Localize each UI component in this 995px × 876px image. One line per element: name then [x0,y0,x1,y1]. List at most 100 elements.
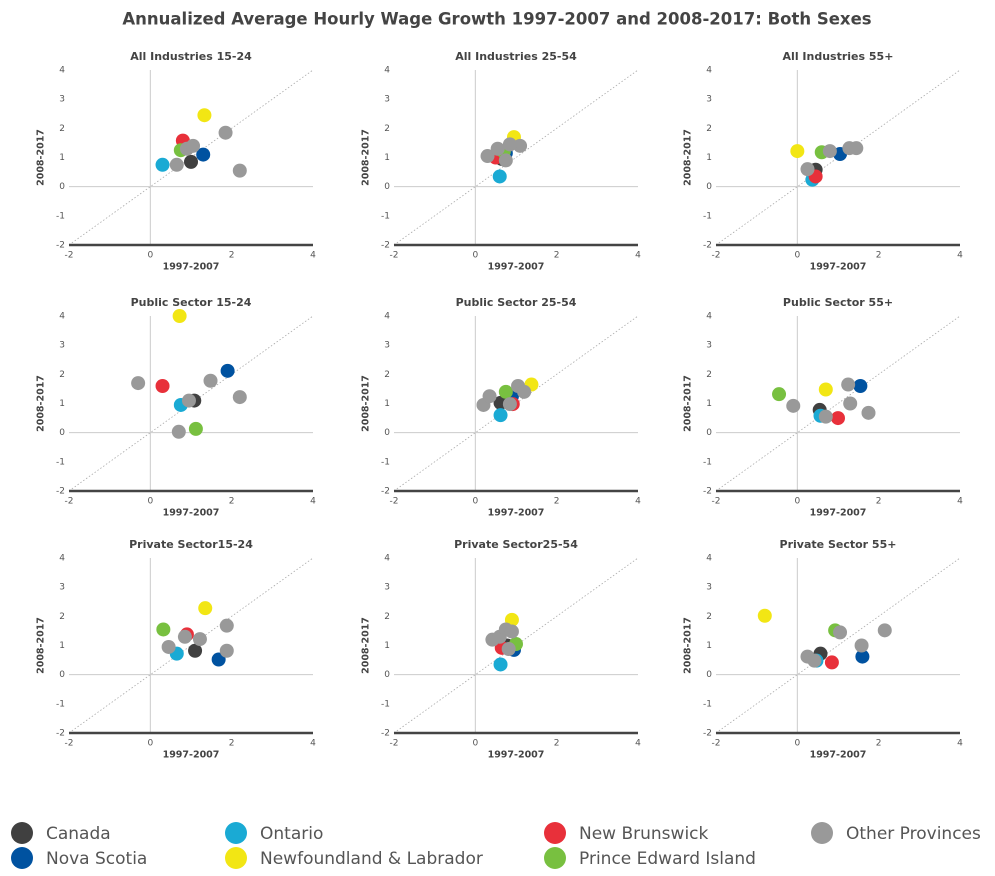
y-tick-label: 0 [59,428,65,438]
point [188,421,203,436]
point [232,390,247,405]
y-tick-label: 3 [59,341,65,351]
y-tick-label: 2 [706,370,712,380]
y-tick-label: -2 [381,729,390,739]
page-title: Annualized Average Hourly Wage Growth 19… [122,10,871,29]
point [818,409,833,424]
point [855,649,870,664]
y-tick-label: 4 [59,66,65,76]
y-tick-label: -1 [56,699,65,709]
legend-marker [225,822,247,844]
point [131,376,146,391]
legend-label: Newfoundland & Labrador [260,849,483,869]
y-tick-label: 4 [384,66,390,76]
y-tick-label: 1 [59,641,65,651]
y-axis-label: 2008-2017 [683,617,694,674]
point [172,309,187,323]
y-tick-label: 1 [384,153,390,163]
point [492,169,507,184]
point [861,405,876,420]
point [833,625,848,640]
y-tick-label: -1 [381,211,390,221]
y-tick-label: 3 [706,341,712,351]
point [198,601,213,616]
legend-label: New Brunswick [579,824,709,844]
x-tick-label: 0 [794,497,800,507]
y-tick-label: 1 [706,641,712,651]
x-tick-label: -2 [712,497,721,507]
point [169,157,184,172]
y-tick-label: 0 [384,428,390,438]
y-tick-label: 4 [706,312,712,322]
x-axis-label: 1997-2007 [810,262,867,273]
point [800,162,815,177]
point [219,643,234,658]
y-axis-label: 2008-2017 [36,375,47,432]
x-tick-label: 4 [957,739,963,749]
x-tick-label: -2 [65,251,74,261]
point [155,379,170,393]
legend-marker [11,822,33,844]
x-tick-label: 0 [794,739,800,749]
y-tick-label: 0 [384,670,390,680]
x-axis-label: 1997-2007 [810,750,867,761]
y-tick-label: -2 [56,241,65,251]
point [831,411,845,426]
y-tick-label: 2 [59,124,65,134]
diagonal-line [715,69,961,246]
x-tick-label: 2 [229,739,235,749]
point [877,623,892,638]
y-tick-label: 4 [706,66,712,76]
y-tick-label: -1 [703,211,712,221]
legend-marker [811,822,833,844]
y-tick-label: 2 [706,612,712,622]
x-axis-label: 1997-2007 [163,750,220,761]
panel-title: All Industries 25-54 [455,50,577,63]
y-tick-label: 2 [384,370,390,380]
y-tick-label: 0 [706,428,712,438]
x-tick-label: 0 [147,739,153,749]
point [156,622,171,637]
legend-marker [225,847,247,869]
point [218,125,233,140]
x-tick-label: -2 [390,739,399,749]
panel-title: Private Sector 55+ [780,538,897,551]
y-tick-label: -2 [703,729,712,739]
point [493,408,508,423]
point [186,138,201,153]
point [807,653,822,668]
y-axis-label: 2008-2017 [683,375,694,432]
x-tick-label: 0 [147,251,153,261]
y-tick-label: 4 [59,554,65,564]
diagonal-line [393,557,639,734]
point [853,379,868,393]
point [493,657,508,672]
x-tick-label: -2 [712,251,721,261]
y-tick-label: 3 [384,341,390,351]
y-tick-label: -2 [381,487,390,497]
y-tick-label: -1 [381,699,390,709]
legend-marker [544,822,566,844]
panel-title: Private Sector15-24 [129,538,253,551]
x-tick-label: -2 [65,497,74,507]
legend-label: Nova Scotia [46,849,147,869]
y-tick-label: 3 [384,583,390,593]
y-axis-label: 2008-2017 [36,617,47,674]
y-tick-label: 2 [706,124,712,134]
point [171,424,186,439]
y-tick-label: -1 [56,457,65,467]
panel-title: Private Sector25-54 [454,538,578,551]
point [482,389,497,404]
point [181,393,196,408]
point [504,624,519,639]
point [161,639,176,654]
point [849,141,864,156]
legend-marker [544,847,566,869]
x-axis-label: 1997-2007 [163,262,220,273]
point [772,387,787,402]
x-tick-label: 2 [876,497,882,507]
diagonal-line [393,315,639,492]
x-tick-label: 0 [472,251,478,261]
